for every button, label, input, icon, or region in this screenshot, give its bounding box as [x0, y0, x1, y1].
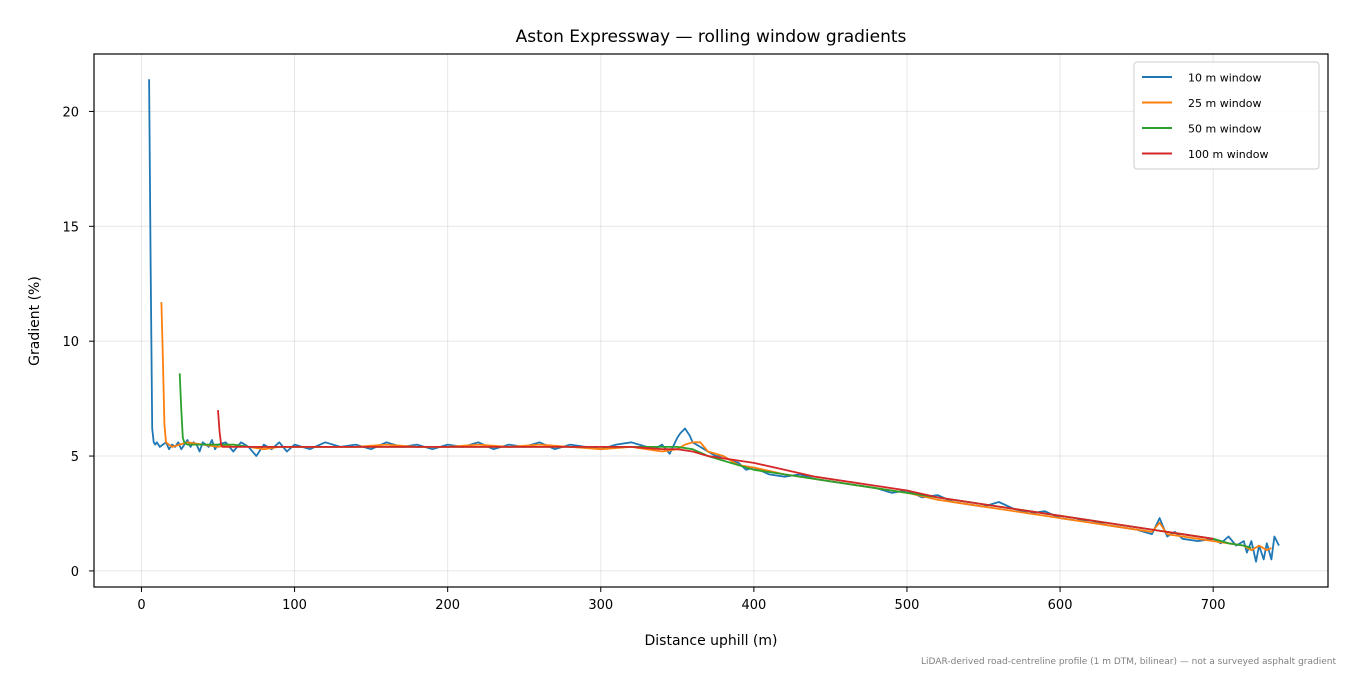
series-line-100-m-window [217, 410, 1214, 540]
y-tick-label: 15 [62, 220, 79, 235]
x-tick-label: 100 [282, 598, 307, 613]
x-tick-label: 200 [435, 598, 460, 613]
legend-box [1133, 61, 1320, 170]
footnote: LiDAR-derived road-centreline profile (1… [921, 657, 1336, 667]
plot-frame [93, 53, 1329, 588]
legend-label: 50 m window [1188, 123, 1261, 136]
x-tick-label: 600 [1048, 598, 1073, 613]
chart-title: Aston Expressway — rolling window gradie… [516, 27, 907, 47]
legend-label: 10 m window [1188, 72, 1261, 85]
x-tick-label: 400 [741, 598, 766, 613]
x-axis-label: Distance uphill (m) [645, 633, 778, 649]
series-lines [148, 79, 1280, 563]
y-tick-label: 20 [62, 105, 79, 120]
legend: 10 m window 25 m window 50 m window 100 m w… [1133, 61, 1320, 170]
y-axis-label: Gradient (%) [27, 276, 43, 366]
x-tick-label: 500 [895, 598, 920, 613]
legend-label: 25 m window [1188, 97, 1261, 110]
y-tick-label: 5 [71, 450, 79, 465]
x-tick-label: 300 [588, 598, 613, 613]
legend-label: 100 m window [1188, 148, 1268, 161]
y-tick-label: 10 [62, 335, 79, 350]
y-tick-label: 0 [71, 565, 79, 580]
x-tick-label: 0 [137, 598, 145, 613]
x-tick-label: 700 [1201, 598, 1226, 613]
axis-ticks: 0 100 200 300 400 500 600 700 0 5 10 15 20 [62, 105, 1225, 613]
